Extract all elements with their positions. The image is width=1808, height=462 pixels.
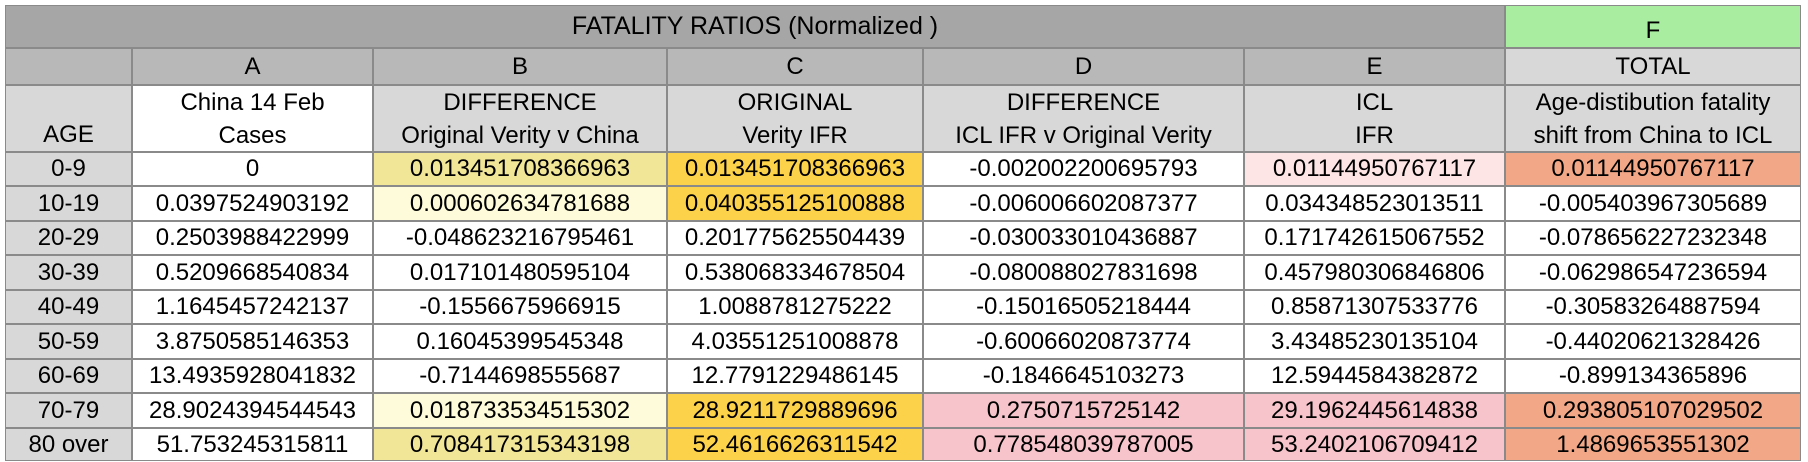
china-cases-cell[interactable]: 28.9024394544543 [132,393,373,428]
difference-icl-verity-cell[interactable]: -0.006006602087377 [923,186,1244,221]
difference-verity-china-cell[interactable]: 0.000602634781688 [373,186,667,221]
header-difference-verity-china[interactable]: DIFFERENCE Original Verity v China [373,85,667,152]
difference-verity-china-cell[interactable]: 0.708417315343198 [373,428,667,461]
original-verity-ifr-cell[interactable]: 1.0088781275222 [667,290,923,324]
column-letter-d[interactable]: D [923,48,1244,85]
difference-verity-china-cell[interactable]: -0.048623216795461 [373,221,667,255]
china-cases-cell[interactable]: 0.0397524903192 [132,186,373,221]
total-shift-cell[interactable]: -0.30583264887594 [1505,290,1801,324]
column-letter-b[interactable]: B [373,48,667,85]
total-shift-cell[interactable]: -0.899134365896 [1505,359,1801,393]
difference-icl-verity-cell[interactable]: -0.60066020873774 [923,324,1244,359]
difference-icl-verity-cell[interactable]: -0.030033010436887 [923,221,1244,255]
difference-verity-china-cell[interactable]: 0.018733534515302 [373,393,667,428]
china-cases-cell[interactable]: 51.753245315811 [132,428,373,461]
column-f-marker[interactable]: F [1505,5,1801,48]
difference-icl-verity-cell[interactable]: -0.002002200695793 [923,152,1244,186]
icl-ifr-cell[interactable]: 0.171742615067552 [1244,221,1505,255]
difference-verity-china-cell[interactable]: -0.1556675966915 [373,290,667,324]
original-verity-ifr-cell[interactable]: 0.013451708366963 [667,152,923,186]
age-cell[interactable]: 80 over [5,428,132,461]
age-cell[interactable]: 50-59 [5,324,132,359]
china-cases-cell[interactable]: 0 [132,152,373,186]
header-line-1: ICL [1355,89,1394,116]
difference-icl-verity-cell[interactable]: -0.080088027831698 [923,255,1244,290]
difference-icl-verity-cell[interactable]: 0.778548039787005 [923,428,1244,461]
header-line-2: Cases [218,122,287,149]
total-shift-cell[interactable]: -0.078656227232348 [1505,221,1801,255]
header-line-2: Original Verity v China [401,122,639,149]
difference-icl-verity-cell[interactable]: -0.15016505218444 [923,290,1244,324]
header-line-2: ICL IFR v Original Verity [955,122,1212,149]
china-cases-cell[interactable]: 13.4935928041832 [132,359,373,393]
total-shift-cell[interactable]: 0.293805107029502 [1505,393,1801,428]
total-shift-cell[interactable]: -0.44020621328426 [1505,324,1801,359]
column-letter-a[interactable]: A [132,48,373,85]
left-gutter [0,0,5,462]
header-line-2: IFR [1355,122,1394,149]
header-total-shift[interactable]: Age-distibution fatality shift from China… [1505,85,1801,152]
letter-row-blank[interactable] [5,48,132,85]
header-china-cases[interactable]: China 14 Feb Cases [132,85,373,152]
age-header[interactable]: AGE [5,85,132,152]
header-line-2: Verity IFR [742,122,848,149]
icl-ifr-cell[interactable]: 29.1962445614838 [1244,393,1505,428]
difference-verity-china-cell[interactable]: 0.017101480595104 [373,255,667,290]
icl-ifr-cell[interactable]: 53.2402106709412 [1244,428,1505,461]
china-cases-cell[interactable]: 1.1645457242137 [132,290,373,324]
column-letter-e[interactable]: E [1244,48,1505,85]
difference-icl-verity-cell[interactable]: -0.1846645103273 [923,359,1244,393]
total-shift-cell[interactable]: -0.005403967305689 [1505,186,1801,221]
china-cases-cell[interactable]: 0.5209668540834 [132,255,373,290]
total-label[interactable]: TOTAL [1505,48,1801,85]
icl-ifr-cell[interactable]: 0.01144950767117 [1244,152,1505,186]
right-edge [1801,0,1808,462]
header-line-2: shift from China to ICL [1533,122,1773,149]
china-cases-cell[interactable]: 0.2503988422999 [132,221,373,255]
age-cell[interactable]: 0-9 [5,152,132,186]
total-shift-cell[interactable]: 0.01144950767117 [1505,152,1801,186]
age-cell[interactable]: 40-49 [5,290,132,324]
difference-icl-verity-cell[interactable]: 0.2750715725142 [923,393,1244,428]
age-cell[interactable]: 70-79 [5,393,132,428]
original-verity-ifr-cell[interactable]: 0.201775625504439 [667,221,923,255]
header-icl-ifr[interactable]: ICL IFR [1244,85,1505,152]
icl-ifr-cell[interactable]: 0.457980306846806 [1244,255,1505,290]
header-line-1: ORIGINAL [737,89,853,116]
difference-verity-china-cell[interactable]: -0.7144698555687 [373,359,667,393]
age-cell[interactable]: 10-19 [5,186,132,221]
age-cell[interactable]: 60-69 [5,359,132,393]
age-cell[interactable]: 20-29 [5,221,132,255]
original-verity-ifr-cell[interactable]: 0.040355125100888 [667,186,923,221]
age-cell[interactable]: 30-39 [5,255,132,290]
difference-verity-china-cell[interactable]: 0.013451708366963 [373,152,667,186]
original-verity-ifr-cell[interactable]: 4.03551251008878 [667,324,923,359]
difference-verity-china-cell[interactable]: 0.16045399545348 [373,324,667,359]
header-difference-icl-verity[interactable]: DIFFERENCE ICL IFR v Original Verity [923,85,1244,152]
icl-ifr-cell[interactable]: 0.034348523013511 [1244,186,1505,221]
icl-ifr-cell[interactable]: 0.85871307533776 [1244,290,1505,324]
header-original-verity-ifr[interactable]: ORIGINAL Verity IFR [667,85,923,152]
header-line-1: DIFFERENCE [443,89,597,116]
icl-ifr-cell[interactable]: 3.43485230135104 [1244,324,1505,359]
table-title[interactable]: FATALITY RATIOS (Normalized ) [5,5,1505,48]
original-verity-ifr-cell[interactable]: 0.538068334678504 [667,255,923,290]
total-shift-cell[interactable]: 1.4869653551302 [1505,428,1801,461]
header-line-1: Age-distibution fatality [1535,89,1771,116]
original-verity-ifr-cell[interactable]: 52.4616626311542 [667,428,923,461]
header-line-1: China 14 Feb [180,89,325,116]
header-line-1: DIFFERENCE [1006,89,1161,116]
icl-ifr-cell[interactable]: 12.5944584382872 [1244,359,1505,393]
china-cases-cell[interactable]: 3.8750585146353 [132,324,373,359]
original-verity-ifr-cell[interactable]: 28.9211729889696 [667,393,923,428]
column-letter-c[interactable]: C [667,48,923,85]
original-verity-ifr-cell[interactable]: 12.7791229486145 [667,359,923,393]
total-shift-cell[interactable]: -0.062986547236594 [1505,255,1801,290]
